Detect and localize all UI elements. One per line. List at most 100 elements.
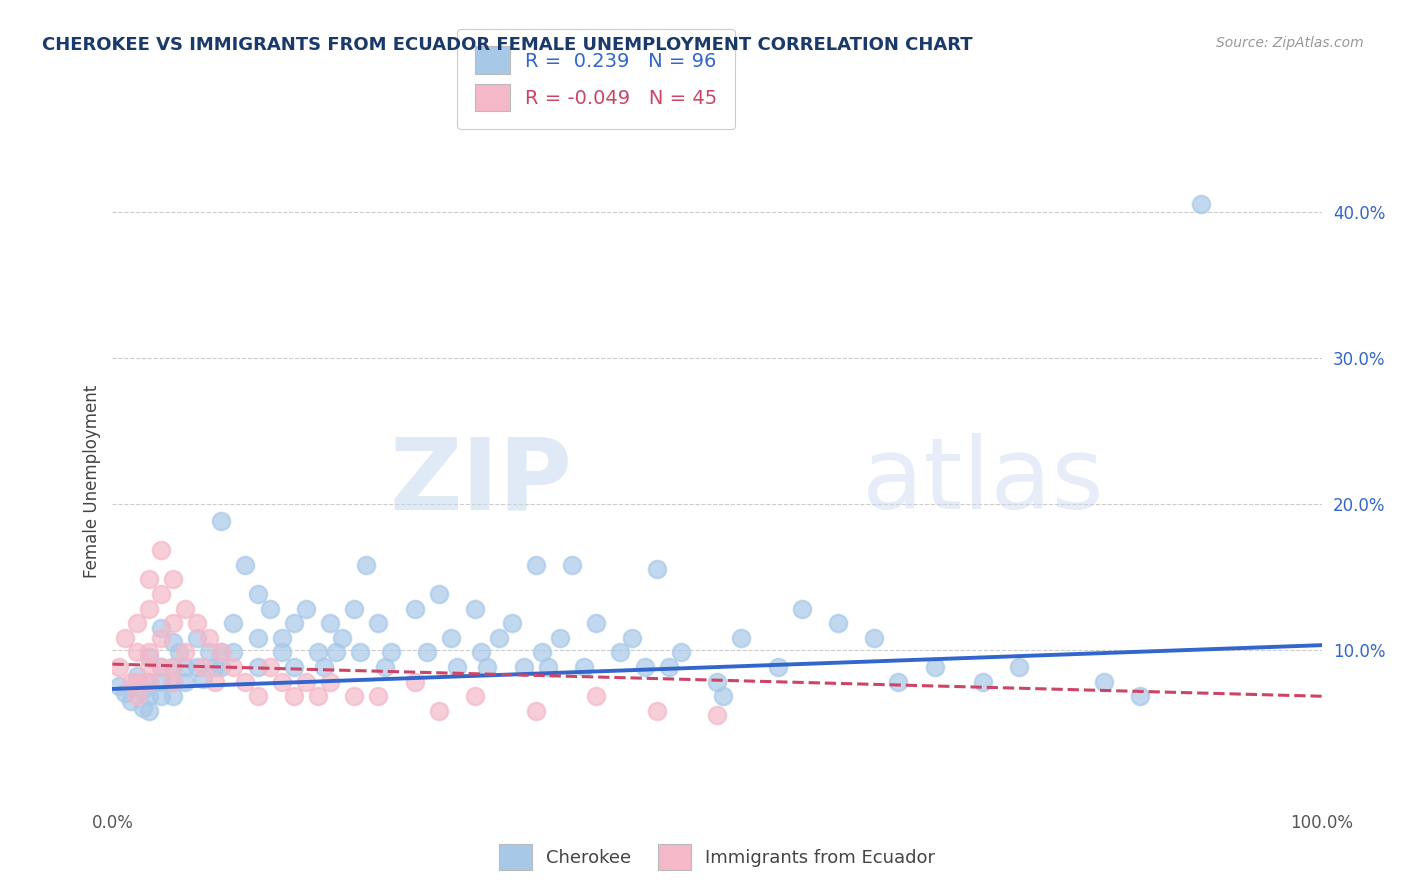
Point [222,645,245,659]
Point [191,672,214,686]
Point [222,616,245,631]
Point [658,660,681,674]
Point [319,616,342,631]
Point [307,690,329,704]
Point [863,631,886,645]
Point [501,616,523,631]
Point [149,587,172,601]
Point [307,645,329,659]
Point [125,669,148,683]
Point [440,631,463,645]
Point [270,645,292,659]
Point [343,601,366,615]
Point [246,660,269,674]
Point [572,660,595,674]
Point [186,660,208,674]
Point [645,704,668,718]
Point [585,616,607,631]
Point [706,708,728,723]
Point [312,660,335,674]
Point [186,616,208,631]
Point [114,686,136,700]
Point [149,631,172,645]
Point [125,645,148,659]
Point [356,558,378,572]
Point [198,631,221,645]
Point [138,660,160,674]
Point [132,683,155,698]
Y-axis label: Female Unemployment: Female Unemployment [83,385,101,578]
Point [138,674,160,689]
Point [138,649,160,664]
Point [149,660,172,674]
Point [404,601,426,615]
Point [790,601,813,615]
Point [477,660,499,674]
Point [149,543,172,558]
Point [609,645,631,659]
Point [246,587,269,601]
Point [235,558,257,572]
Text: Source: ZipAtlas.com: Source: ZipAtlas.com [1216,36,1364,50]
Point [259,601,281,615]
Point [138,573,160,587]
Point [887,674,910,689]
Point [149,621,172,635]
Point [186,631,208,645]
Point [107,660,129,674]
Point [585,690,607,704]
Point [633,660,655,674]
Point [512,660,534,674]
Point [246,631,269,645]
Point [270,631,292,645]
Point [191,660,214,674]
Point [162,573,184,587]
Point [222,660,245,674]
Point [367,616,389,631]
Point [1008,660,1031,674]
Point [706,674,728,689]
Point [283,616,305,631]
Point [537,660,560,674]
Text: ZIP: ZIP [389,434,572,530]
Point [548,631,571,645]
Point [924,660,946,674]
Point [283,660,305,674]
Point [138,704,160,718]
Point [149,674,172,689]
Point [524,558,547,572]
Point [730,631,752,645]
Point [561,558,583,572]
Point [149,690,172,704]
Point [209,514,232,528]
Point [138,601,160,615]
Point [132,701,155,715]
Point [162,660,184,674]
Point [120,674,142,689]
Point [138,690,160,704]
Point [162,635,184,649]
Point [427,704,450,718]
Point [204,674,226,689]
Point [827,616,849,631]
Point [162,674,184,689]
Point [319,674,342,689]
Point [1092,674,1115,689]
Point [174,674,197,689]
Point [246,690,269,704]
Point [530,645,553,659]
Point [349,645,371,659]
Point [711,690,734,704]
Text: atlas: atlas [862,434,1104,530]
Point [1189,197,1212,211]
Point [125,674,148,689]
Point [259,660,281,674]
Point [149,660,172,674]
Point [380,645,402,659]
Point [167,645,190,659]
Text: CHEROKEE VS IMMIGRANTS FROM ECUADOR FEMALE UNEMPLOYMENT CORRELATION CHART: CHEROKEE VS IMMIGRANTS FROM ECUADOR FEMA… [42,36,973,54]
Point [488,631,510,645]
Point [470,645,492,659]
Point [162,660,184,674]
Point [125,616,148,631]
